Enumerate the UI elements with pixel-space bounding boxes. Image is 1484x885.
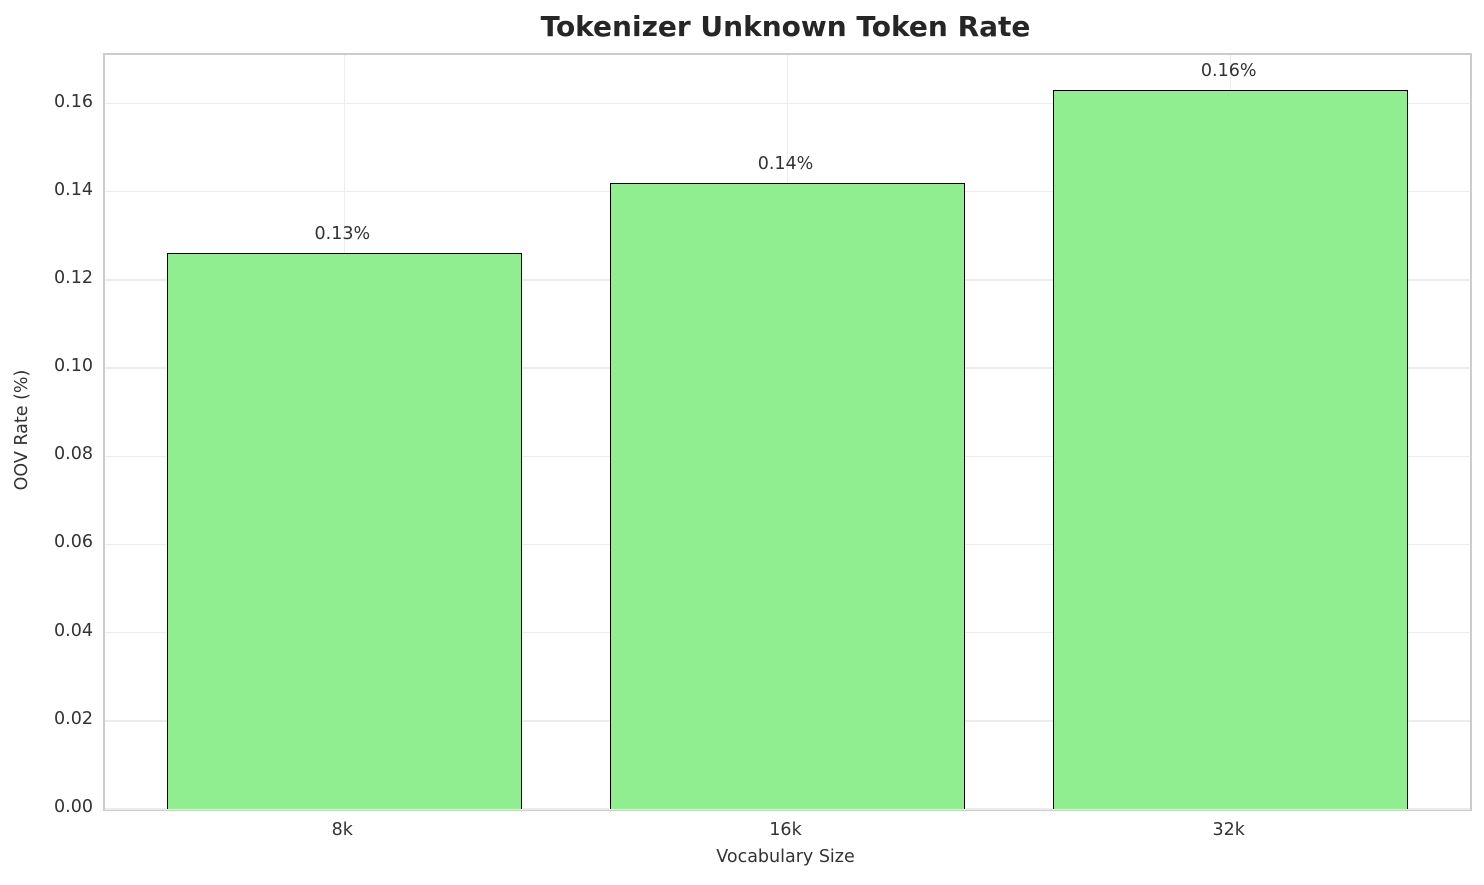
y-tick-label: 0.08 <box>54 444 93 465</box>
bar-8k <box>167 253 522 809</box>
x-axis-label: Vocabulary Size <box>716 847 855 867</box>
x-tick-label: 16k <box>769 820 802 840</box>
y-tick-label: 0.00 <box>54 797 93 817</box>
y-tick-label: 0.04 <box>54 620 93 641</box>
y-tick-label: 0.12 <box>54 267 93 288</box>
bar-value-label: 0.16% <box>1200 61 1257 82</box>
y-axis-label: OOV Rate (%) <box>12 369 32 491</box>
chart-title: Tokenizer Unknown Token Rate <box>540 10 1031 43</box>
bar-value-label: 0.13% <box>314 224 371 245</box>
y-tick-label: 0.06 <box>54 532 93 553</box>
bar-value-label: 0.14% <box>757 153 814 174</box>
x-tick-label: 8k <box>331 820 353 840</box>
y-gridline <box>105 808 1470 810</box>
plot-area <box>103 53 1472 811</box>
y-tick-label: 0.10 <box>54 356 93 377</box>
y-tick-label: 0.14 <box>54 179 93 200</box>
y-tick-label: 0.16 <box>54 91 93 112</box>
x-tick-label: 32k <box>1212 820 1245 840</box>
bar-16k <box>610 182 965 809</box>
bar-32k <box>1053 90 1408 809</box>
y-tick-label: 0.02 <box>54 708 93 729</box>
